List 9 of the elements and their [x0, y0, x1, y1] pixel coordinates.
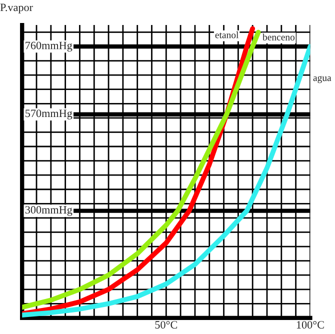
ref-line-label: 760mmHg — [26, 42, 72, 52]
ref-line-label: 300mmHg — [25, 206, 72, 216]
x-tick-label: 100°C — [296, 321, 324, 329]
x-tick-label: 50°C — [155, 321, 178, 329]
series-label: etanol — [215, 31, 239, 38]
series-label: benceno — [262, 34, 295, 40]
y-axis-title: P.vapor — [0, 4, 33, 14]
series-label: agua — [313, 76, 332, 84]
ref-line-label: 570mmHg — [26, 110, 72, 120]
